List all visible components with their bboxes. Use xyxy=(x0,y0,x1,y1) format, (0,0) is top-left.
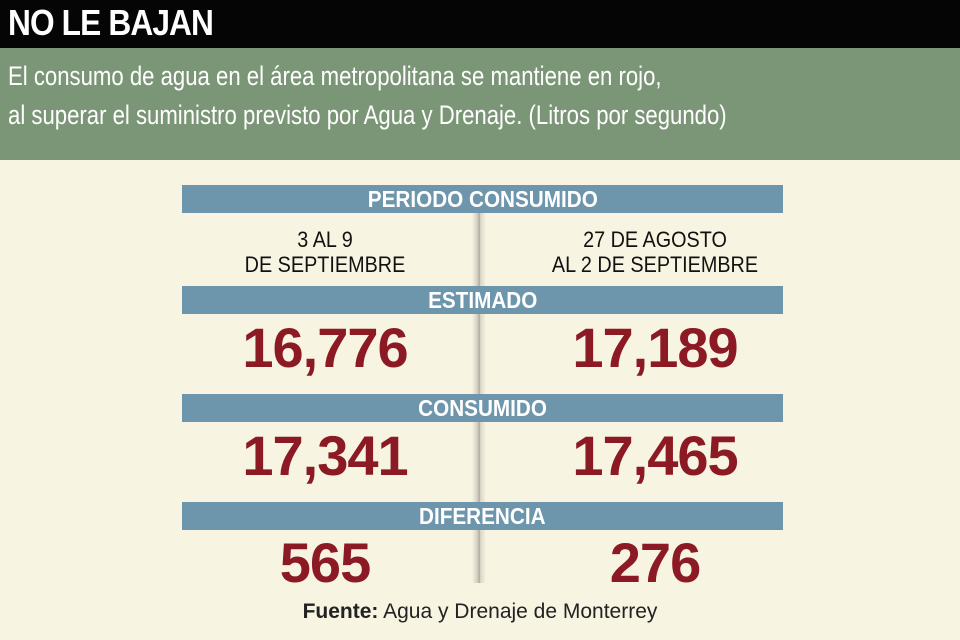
period-right: 27 DE AGOSTO AL 2 DE SEPTIEMBRE xyxy=(505,227,805,277)
source-text: Agua y Drenaje de Monterrey xyxy=(378,600,658,623)
value-cell: 16,776 xyxy=(242,316,408,379)
page-title: NO LE BAJAN xyxy=(8,2,214,43)
period-label: DE SEPTIEMBRE xyxy=(244,252,406,277)
value-cell: 17,189 xyxy=(572,316,738,379)
source-note: Fuente: Agua y Drenaje de Monterrey xyxy=(0,600,960,624)
source-label: Fuente: xyxy=(302,600,379,623)
row-header-consumido: CONSUMIDO xyxy=(182,394,783,422)
subtitle-panel: El consumo de agua en el área metropolit… xyxy=(0,48,960,160)
period-header: PERIODO CONSUMIDO xyxy=(182,185,783,213)
value-cell: 17,465 xyxy=(572,424,738,487)
subtitle-line: El consumo de agua en el área metropolit… xyxy=(8,61,662,91)
period-label: 27 DE AGOSTO xyxy=(583,227,727,252)
period-label: 3 AL 9 xyxy=(297,227,353,252)
period-label: AL 2 DE SEPTIEMBRE xyxy=(551,252,759,277)
value-cell: 276 xyxy=(609,531,701,594)
value-cell: 17,341 xyxy=(242,424,408,487)
row-header-diferencia: DIFERENCIA xyxy=(182,502,783,530)
period-left: 3 AL 9 DE SEPTIEMBRE xyxy=(175,227,475,277)
subtitle-line: al superar el suministro previsto por Ag… xyxy=(8,100,727,130)
header-bar: NO LE BAJAN xyxy=(0,0,960,48)
value-cell: 565 xyxy=(279,531,371,594)
row-header-estimado: ESTIMADO xyxy=(182,286,783,314)
